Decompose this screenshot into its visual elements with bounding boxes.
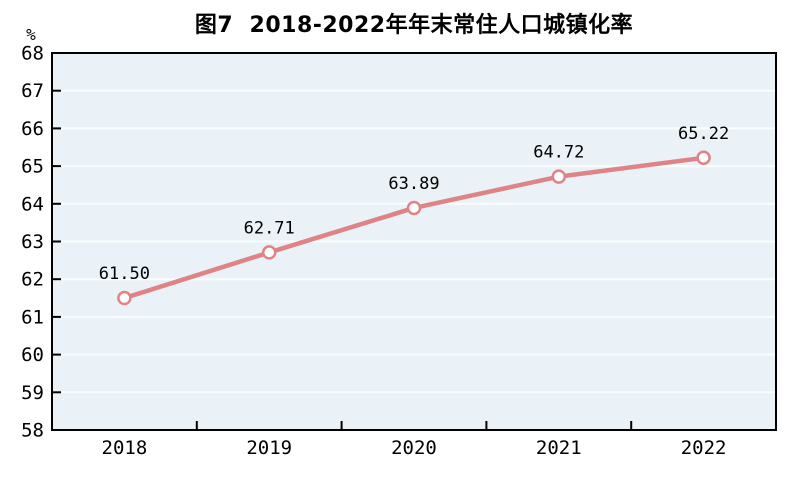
plot-frame bbox=[51, 52, 777, 431]
y-axis-tick-label: 66 bbox=[21, 118, 44, 140]
y-axis-tick-label: 61 bbox=[21, 306, 44, 328]
data-point-marker bbox=[406, 200, 422, 216]
data-point-marker bbox=[696, 150, 711, 166]
data-point-label: 61.50 bbox=[99, 264, 150, 284]
chart-title: 图7 2018-2022年年末常住人口城镇化率 bbox=[194, 13, 634, 38]
y-axis-tick-label: 67 bbox=[21, 80, 44, 102]
data-point-label: 64.72 bbox=[533, 143, 584, 163]
data-point-label: 65.22 bbox=[678, 124, 729, 144]
data-point-marker bbox=[261, 245, 277, 260]
y-axis-unit-label: % bbox=[26, 25, 36, 44]
y-axis-tick-label: 68 bbox=[21, 43, 44, 65]
data-point-label: 63.89 bbox=[388, 174, 439, 194]
y-axis-tick-label: 64 bbox=[21, 193, 44, 215]
y-axis-tick-label: 60 bbox=[21, 344, 44, 366]
y-axis-tick-label: 65 bbox=[21, 156, 44, 178]
data-point-marker bbox=[117, 290, 132, 306]
data-point-label: 62.71 bbox=[244, 218, 295, 238]
y-axis-tick-label: 59 bbox=[21, 382, 44, 404]
data-point-marker bbox=[551, 169, 567, 184]
y-axis-tick-label: 62 bbox=[21, 269, 44, 291]
x-axis-tick-label: 2021 bbox=[536, 437, 582, 459]
x-axis-tick-label: 2018 bbox=[102, 437, 148, 459]
y-axis-tick-label: 58 bbox=[21, 420, 44, 442]
x-axis-tick-label: 2022 bbox=[681, 437, 727, 459]
x-axis-tick-label: 2019 bbox=[246, 437, 292, 459]
y-axis-tick-label: 63 bbox=[21, 231, 44, 253]
x-axis-tick-label: 2020 bbox=[391, 437, 437, 459]
